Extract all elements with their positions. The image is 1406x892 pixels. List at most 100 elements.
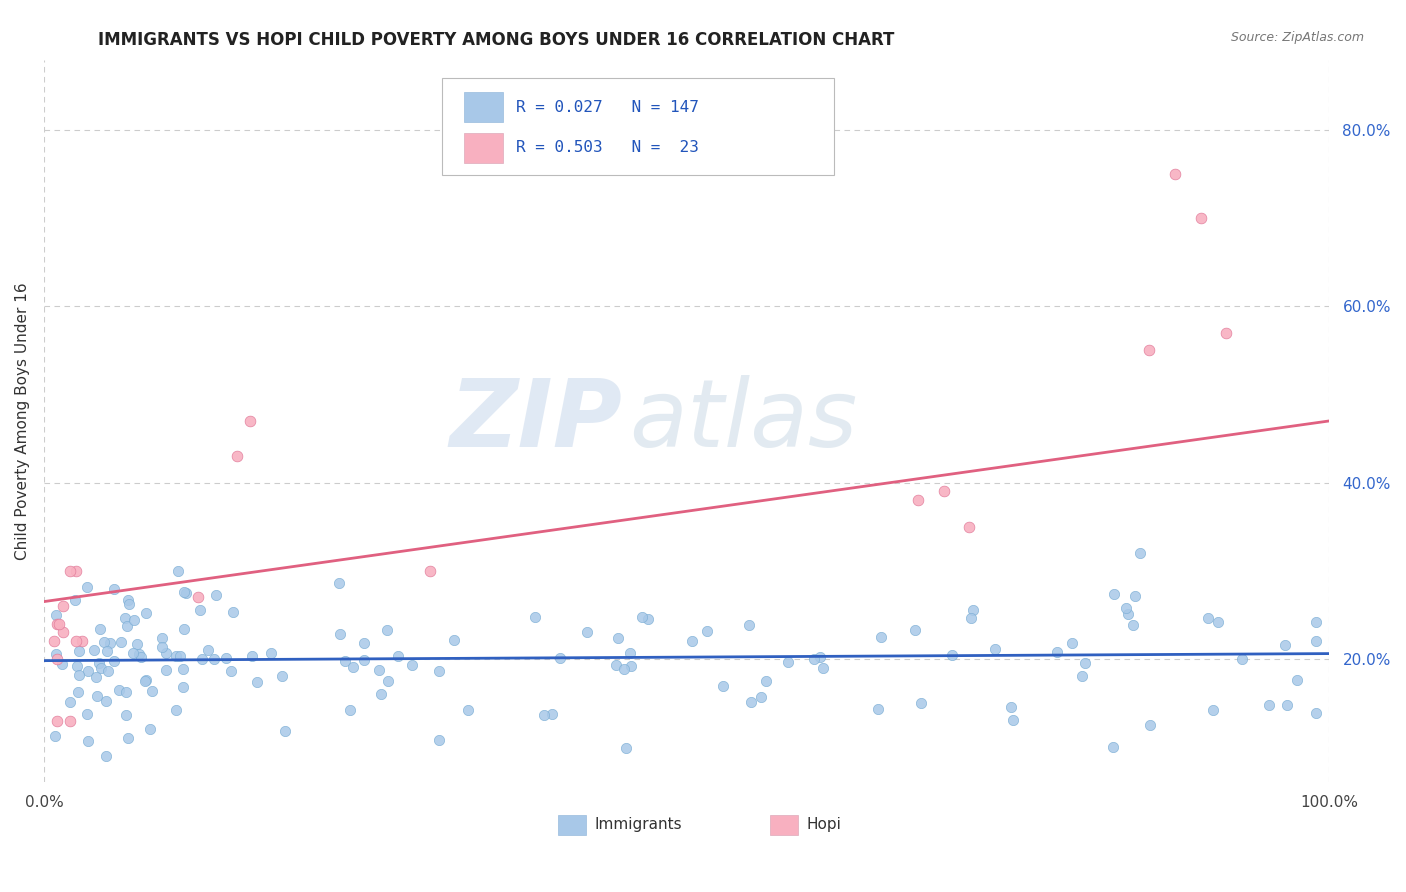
- Point: [613, 661, 636, 675]
- Point: [165, 703, 187, 717]
- Point: [63, 593, 86, 607]
- Text: atlas: atlas: [628, 376, 858, 467]
- Point: [1102, 587, 1125, 601]
- Point: [260, 646, 283, 660]
- Point: [205, 588, 228, 602]
- Point: [67, 668, 90, 682]
- Point: [155, 646, 177, 660]
- Point: [1258, 698, 1281, 712]
- Point: [1125, 589, 1147, 603]
- Text: Immigrants: Immigrants: [595, 817, 682, 832]
- Point: [67, 644, 90, 658]
- Point: [114, 611, 136, 625]
- Point: [115, 707, 138, 722]
- Point: [44, 729, 66, 743]
- Point: [614, 740, 637, 755]
- Point: [869, 630, 891, 644]
- Point: [605, 657, 627, 672]
- Point: [368, 664, 391, 678]
- Point: [52, 625, 75, 640]
- Point: [335, 655, 357, 669]
- Point: [749, 690, 772, 705]
- Point: [115, 619, 138, 633]
- Point: [173, 585, 195, 599]
- Point: [103, 582, 125, 596]
- Point: [1275, 698, 1298, 712]
- Point: [1116, 607, 1139, 622]
- Point: [813, 661, 835, 675]
- Point: [443, 632, 465, 647]
- Point: [96, 694, 118, 708]
- Text: Source: ZipAtlas.com: Source: ZipAtlas.com: [1230, 31, 1364, 45]
- Point: [72, 634, 94, 648]
- Point: [375, 624, 398, 638]
- Point: [225, 449, 247, 463]
- Point: [76, 580, 98, 594]
- Text: IMMIGRANTS VS HOPI CHILD POVERTY AMONG BOYS UNDER 16 CORRELATION CHART: IMMIGRANTS VS HOPI CHILD POVERTY AMONG B…: [98, 31, 894, 49]
- Point: [907, 493, 929, 508]
- Point: [188, 603, 211, 617]
- Point: [65, 658, 87, 673]
- Point: [932, 484, 955, 499]
- Point: [533, 708, 555, 723]
- Point: [89, 661, 111, 675]
- Point: [134, 673, 156, 688]
- Point: [45, 714, 67, 728]
- Point: [197, 643, 219, 657]
- Point: [1305, 706, 1327, 720]
- Bar: [558, 814, 586, 835]
- Point: [122, 646, 145, 660]
- Point: [125, 637, 148, 651]
- Point: [172, 681, 194, 695]
- Point: [108, 682, 131, 697]
- Bar: [464, 92, 503, 122]
- Point: [87, 657, 110, 671]
- Point: [83, 642, 105, 657]
- Text: ZIP: ZIP: [450, 375, 623, 467]
- Point: [1102, 739, 1125, 754]
- Point: [631, 610, 654, 624]
- Point: [93, 634, 115, 648]
- Point: [135, 607, 157, 621]
- Point: [242, 649, 264, 664]
- Point: [575, 624, 598, 639]
- Point: [1000, 700, 1022, 714]
- Point: [135, 673, 157, 688]
- Point: [740, 695, 762, 709]
- Point: [353, 652, 375, 666]
- Point: [377, 673, 399, 688]
- Point: [1122, 618, 1144, 632]
- Point: [1285, 673, 1308, 687]
- Point: [696, 624, 718, 639]
- Point: [173, 622, 195, 636]
- Point: [65, 634, 87, 648]
- Point: [98, 636, 121, 650]
- Point: [607, 632, 630, 646]
- Point: [808, 650, 831, 665]
- Point: [45, 607, 67, 622]
- Point: [541, 707, 564, 722]
- Point: [139, 723, 162, 737]
- Point: [167, 564, 190, 578]
- Point: [66, 684, 89, 698]
- Text: R = 0.503   N =  23: R = 0.503 N = 23: [516, 140, 699, 155]
- Point: [65, 564, 87, 578]
- Point: [755, 673, 778, 688]
- Point: [1164, 167, 1187, 181]
- Point: [117, 593, 139, 607]
- Point: [86, 689, 108, 703]
- Point: [866, 702, 889, 716]
- Point: [776, 655, 799, 669]
- Point: [246, 674, 269, 689]
- Point: [103, 654, 125, 668]
- Point: [117, 731, 139, 746]
- Y-axis label: Child Poverty Among Boys Under 16: Child Poverty Among Boys Under 16: [15, 282, 30, 560]
- Point: [1202, 703, 1225, 717]
- Point: [52, 599, 75, 613]
- Point: [59, 564, 82, 578]
- Point: [957, 519, 980, 533]
- Point: [401, 657, 423, 672]
- Point: [51, 657, 73, 671]
- Point: [89, 623, 111, 637]
- Point: [1215, 326, 1237, 340]
